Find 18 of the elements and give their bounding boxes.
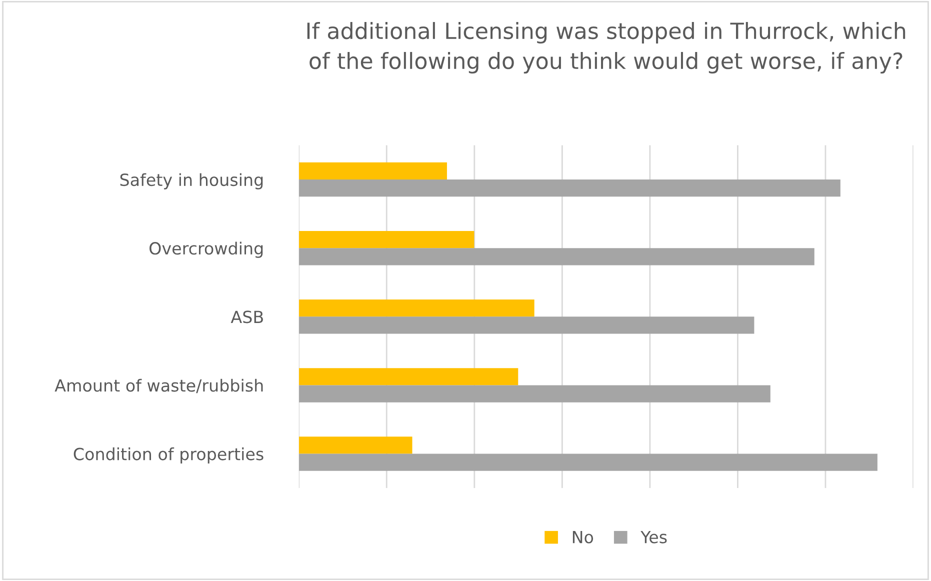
bar	[298, 248, 814, 266]
bar	[298, 368, 518, 386]
bar	[298, 230, 474, 248]
y-tick-label: Condition of properties	[74, 447, 264, 464]
bar	[298, 180, 840, 197]
bar	[298, 385, 770, 402]
y-tick-label: ASB	[230, 310, 263, 324]
bar	[298, 162, 447, 180]
legend-label: No	[572, 530, 594, 544]
bar	[298, 436, 412, 454]
chart-title: If additional Licensing was stopped in Thurrock, which of the following do you think would get worse, if any?	[307, 22, 906, 74]
y-tick-label: Amount of waste/rubbish	[54, 378, 263, 394]
bar	[298, 300, 534, 317]
bar	[298, 454, 878, 471]
y-tick-label: Overcrowding	[150, 242, 263, 258]
bar	[298, 316, 754, 334]
legend-label: Yes	[640, 530, 667, 544]
y-tick-label: Safety in housing	[120, 173, 263, 190]
